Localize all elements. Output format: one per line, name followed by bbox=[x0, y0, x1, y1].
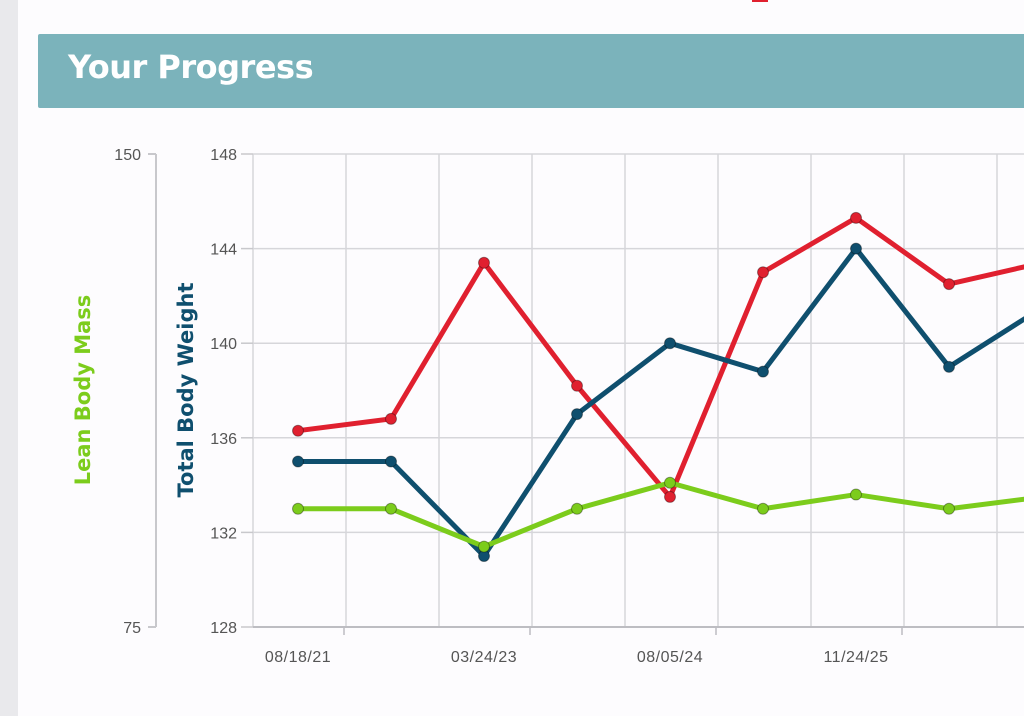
data-point-red bbox=[385, 412, 397, 425]
data-point-red bbox=[478, 256, 490, 269]
content-panel bbox=[18, 0, 1024, 716]
series-line-red bbox=[295, 215, 1024, 500]
lean-body-mass-axis-title: Lean Body Mass bbox=[71, 295, 95, 486]
data-point-green bbox=[664, 476, 676, 489]
data-point-green bbox=[571, 502, 583, 515]
lean-body-mass-axis: 150 75 bbox=[114, 147, 157, 637]
right-axis-tick-label: 144 bbox=[210, 242, 237, 259]
data-point-green bbox=[850, 488, 862, 501]
series-line-green bbox=[295, 480, 1024, 550]
x-axis-tick-label: 03/24/23 bbox=[451, 649, 517, 666]
data-point-green bbox=[478, 540, 490, 553]
data-point-blue bbox=[292, 455, 304, 468]
right-axis-tick-label: 148 bbox=[210, 147, 237, 164]
chart-series bbox=[292, 211, 1024, 563]
data-point-green bbox=[943, 502, 955, 515]
chart-grid bbox=[252, 153, 1024, 628]
data-point-blue bbox=[664, 337, 676, 350]
legend-swatch-red[interactable] bbox=[752, 0, 768, 2]
data-point-blue bbox=[757, 365, 769, 378]
data-point-green bbox=[757, 502, 769, 515]
total-body-weight-axis: 148 144 140 136 132 128 bbox=[210, 147, 253, 637]
data-point-red bbox=[943, 278, 955, 291]
data-point-red bbox=[850, 211, 862, 224]
x-axis-tick-label: 08/18/21 bbox=[265, 649, 331, 666]
data-point-blue bbox=[943, 360, 955, 373]
data-point-red bbox=[757, 266, 769, 279]
right-axis-tick-label: 128 bbox=[210, 620, 237, 637]
right-axis-tick-label: 140 bbox=[210, 336, 237, 353]
data-point-blue bbox=[571, 408, 583, 421]
data-point-red bbox=[571, 379, 583, 392]
left-axis-tick-label: 75 bbox=[123, 620, 141, 637]
data-point-red bbox=[292, 424, 304, 437]
data-point-red bbox=[664, 490, 676, 503]
x-axis-tick-label: 08/05/24 bbox=[637, 649, 703, 666]
data-point-green bbox=[292, 502, 304, 515]
page-title: Your Progress bbox=[68, 48, 314, 86]
data-point-blue bbox=[385, 455, 397, 468]
data-point-green bbox=[385, 502, 397, 515]
right-axis-tick-label: 132 bbox=[210, 525, 237, 542]
total-body-weight-axis-title: Total Body Weight bbox=[174, 282, 198, 497]
progress-header: Your Progress bbox=[38, 34, 1024, 108]
series-line-blue bbox=[295, 246, 1024, 559]
data-point-blue bbox=[850, 242, 862, 255]
left-axis-tick-label: 150 bbox=[114, 147, 141, 164]
right-axis-tick-label: 136 bbox=[210, 431, 237, 448]
x-axis-tick-label: 11/24/25 bbox=[823, 649, 888, 666]
